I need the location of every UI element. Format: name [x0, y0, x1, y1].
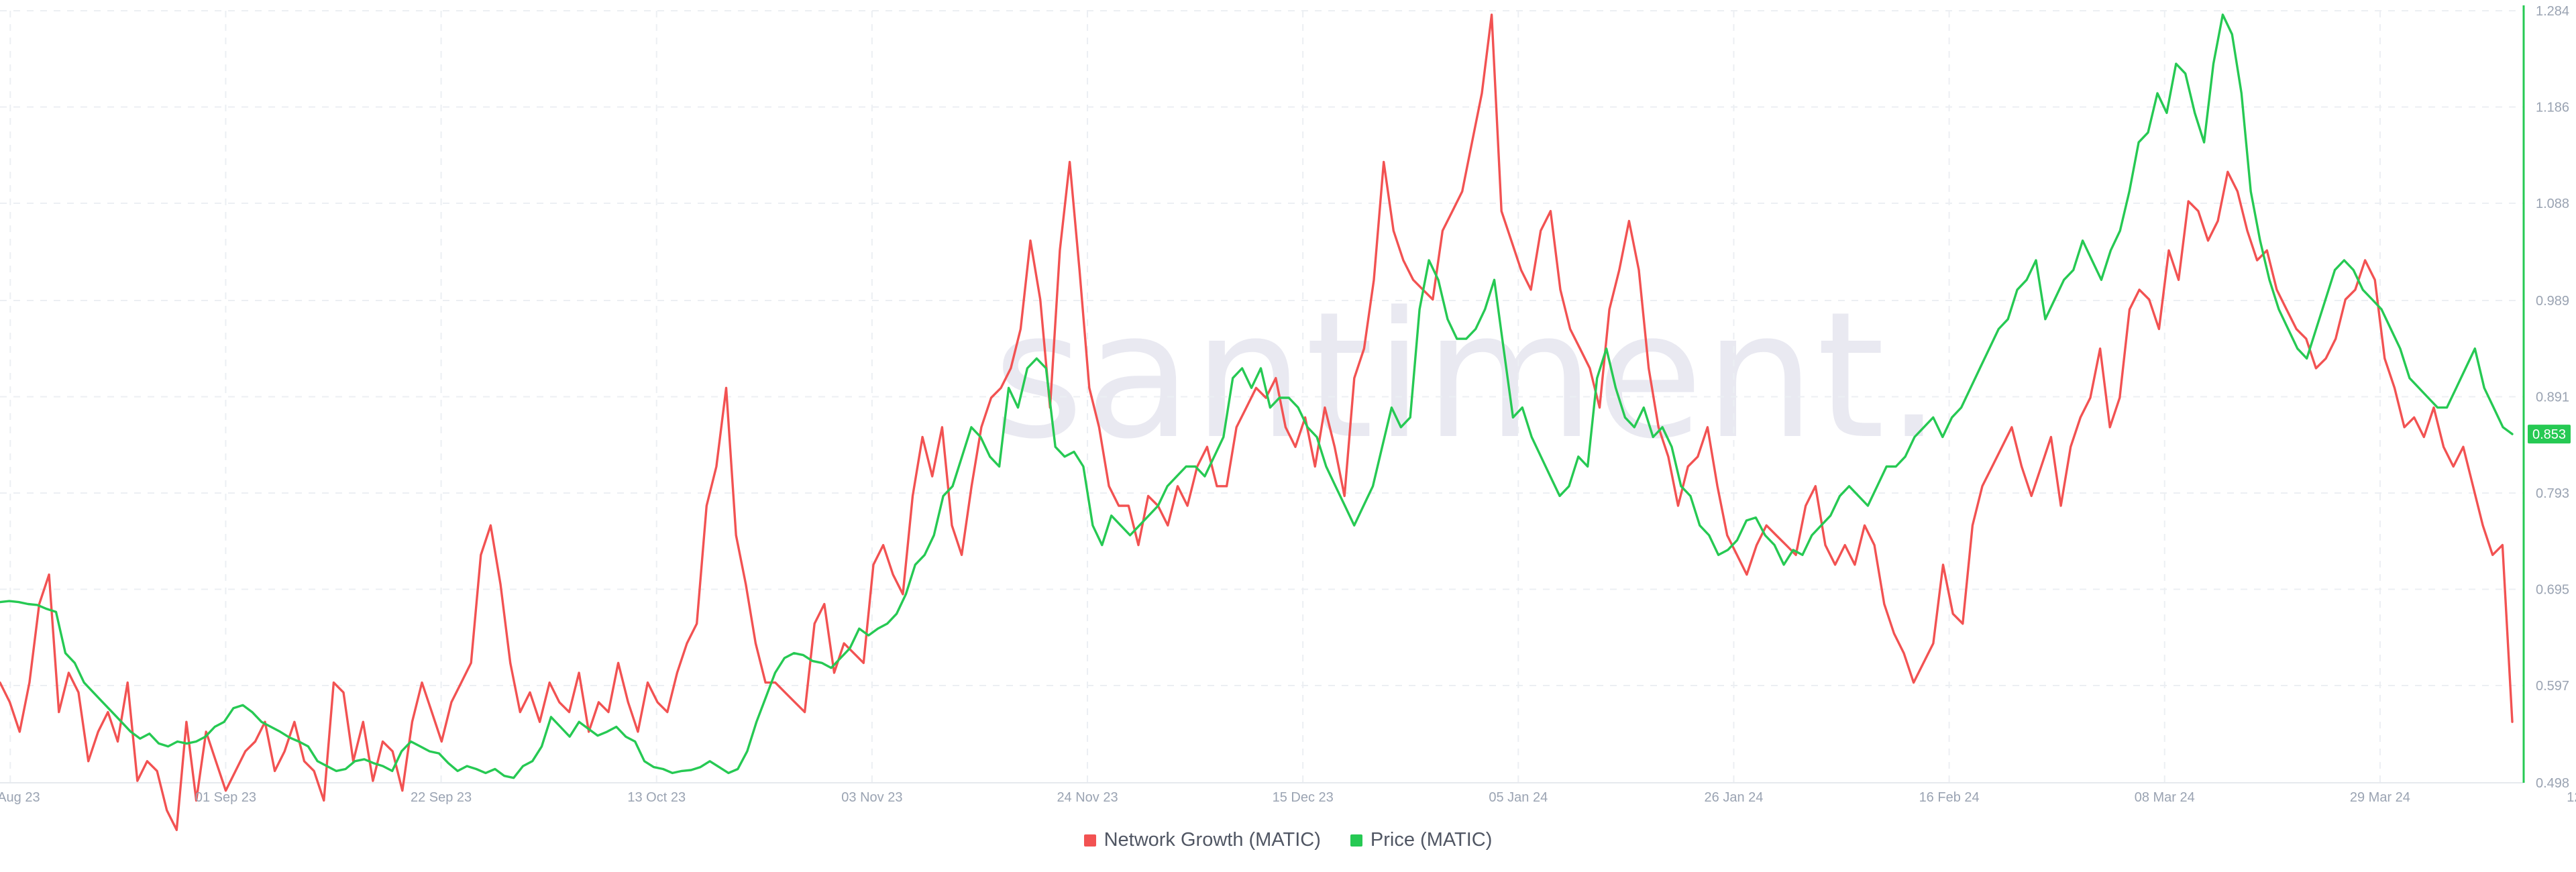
y-tick-label: 1.088 — [2536, 197, 2569, 211]
legend-swatch-network-growth — [1083, 834, 1096, 847]
y-tick-label: 0.498 — [2536, 776, 2569, 791]
x-tick-label: 22 Sep 23 — [411, 790, 472, 805]
y-tick-label: 1.186 — [2536, 101, 2569, 115]
x-tick-label: 15 Dec 23 — [1273, 790, 1334, 805]
series-layer — [0, 13, 2514, 832]
x-tick-label: 24 Nov 23 — [1057, 790, 1118, 805]
current-price-badge — [2528, 425, 2571, 444]
legend-swatch-price — [1350, 834, 1362, 847]
x-tick-label: 12 Apr 24 — [2567, 790, 2576, 805]
x-tick-label: 29 Mar 24 — [2350, 790, 2410, 805]
legend-label-network-growth: Network Growth (MATIC) — [1104, 829, 1321, 851]
legend-item-network-growth[interactable]: Network Growth (MATIC) — [1083, 829, 1321, 851]
x-tick-label: 26 Jan 24 — [1705, 790, 1764, 805]
x-tick-label: 05 Jan 24 — [1489, 790, 1548, 805]
watermark: santiment. — [993, 275, 1943, 478]
y-tick-label: 0.793 — [2536, 486, 2569, 501]
legend-label-price: Price (MATIC) — [1370, 829, 1493, 851]
y-tick-label: 0.989 — [2536, 294, 2569, 309]
x-tick-label: 03 Nov 23 — [841, 790, 902, 805]
x-tick-label: 01 Sep 23 — [195, 790, 256, 805]
y-tick-label: 1.284 — [2536, 4, 2569, 19]
y-tick-label: 0.891 — [2536, 390, 2569, 405]
x-tick-label: 16 Feb 24 — [1919, 790, 1980, 805]
x-tick-label: 11 Aug 23 — [0, 790, 40, 805]
x-tick-label: 08 Mar 24 — [2135, 790, 2195, 805]
legend: Network Growth (MATIC) Price (MATIC) — [0, 829, 2576, 851]
axis-layer: 1.284 1.186 1.088 0.989 0.891 0.793 0.695 0.597… — [0, 4, 2576, 805]
legend-item-price[interactable]: Price (MATIC) — [1350, 829, 1493, 851]
grid-lines — [0, 10, 2524, 783]
x-tick-label: 13 Oct 23 — [627, 790, 686, 805]
network-growth-line — [0, 13, 2514, 832]
current-price-badge-label: 0.853 — [2532, 427, 2566, 442]
y-tick-label: 0.597 — [2536, 679, 2569, 694]
y-tick-label: 0.695 — [2536, 583, 2569, 598]
price-line — [0, 13, 2514, 779]
